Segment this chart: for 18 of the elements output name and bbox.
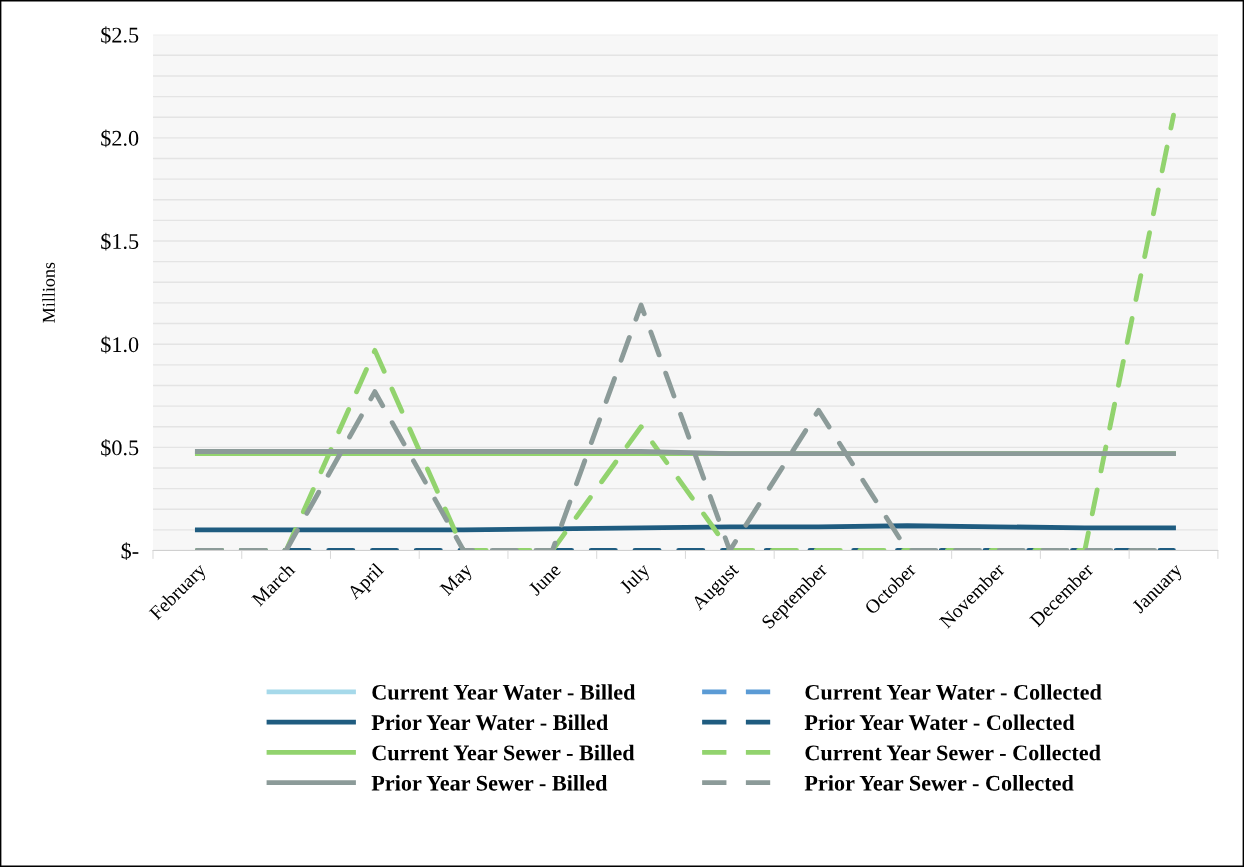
y-tick-label: $2.5 xyxy=(101,26,139,45)
y-tick-label: $2.0 xyxy=(101,129,139,148)
legend-label: Current Year Sewer - Collected xyxy=(805,744,1101,761)
y-tick-label: $1.0 xyxy=(101,335,139,354)
legend-label: Prior Year Water - Collected xyxy=(804,714,1075,731)
y-axis-title: Millions xyxy=(42,262,55,323)
legend-label: Current Year Water - Collected xyxy=(805,684,1102,700)
y-tick-label: $0.5 xyxy=(101,438,139,457)
legend-label: Prior Year Water - Billed xyxy=(371,714,609,731)
legend-label: Current Year Water - Billed xyxy=(372,684,636,700)
legend-label: Current Year Sewer - Billed xyxy=(372,744,635,761)
y-tick-label: $- xyxy=(121,542,139,560)
x-tick-label: June xyxy=(527,562,562,597)
y-tick-label: $1.5 xyxy=(101,232,139,251)
x-tick-label: July xyxy=(618,561,654,597)
legend-label: Prior Year Sewer - Collected xyxy=(804,775,1074,791)
legend-label: Prior Year Sewer - Billed xyxy=(371,775,608,791)
x-tick-label: May xyxy=(439,562,477,599)
